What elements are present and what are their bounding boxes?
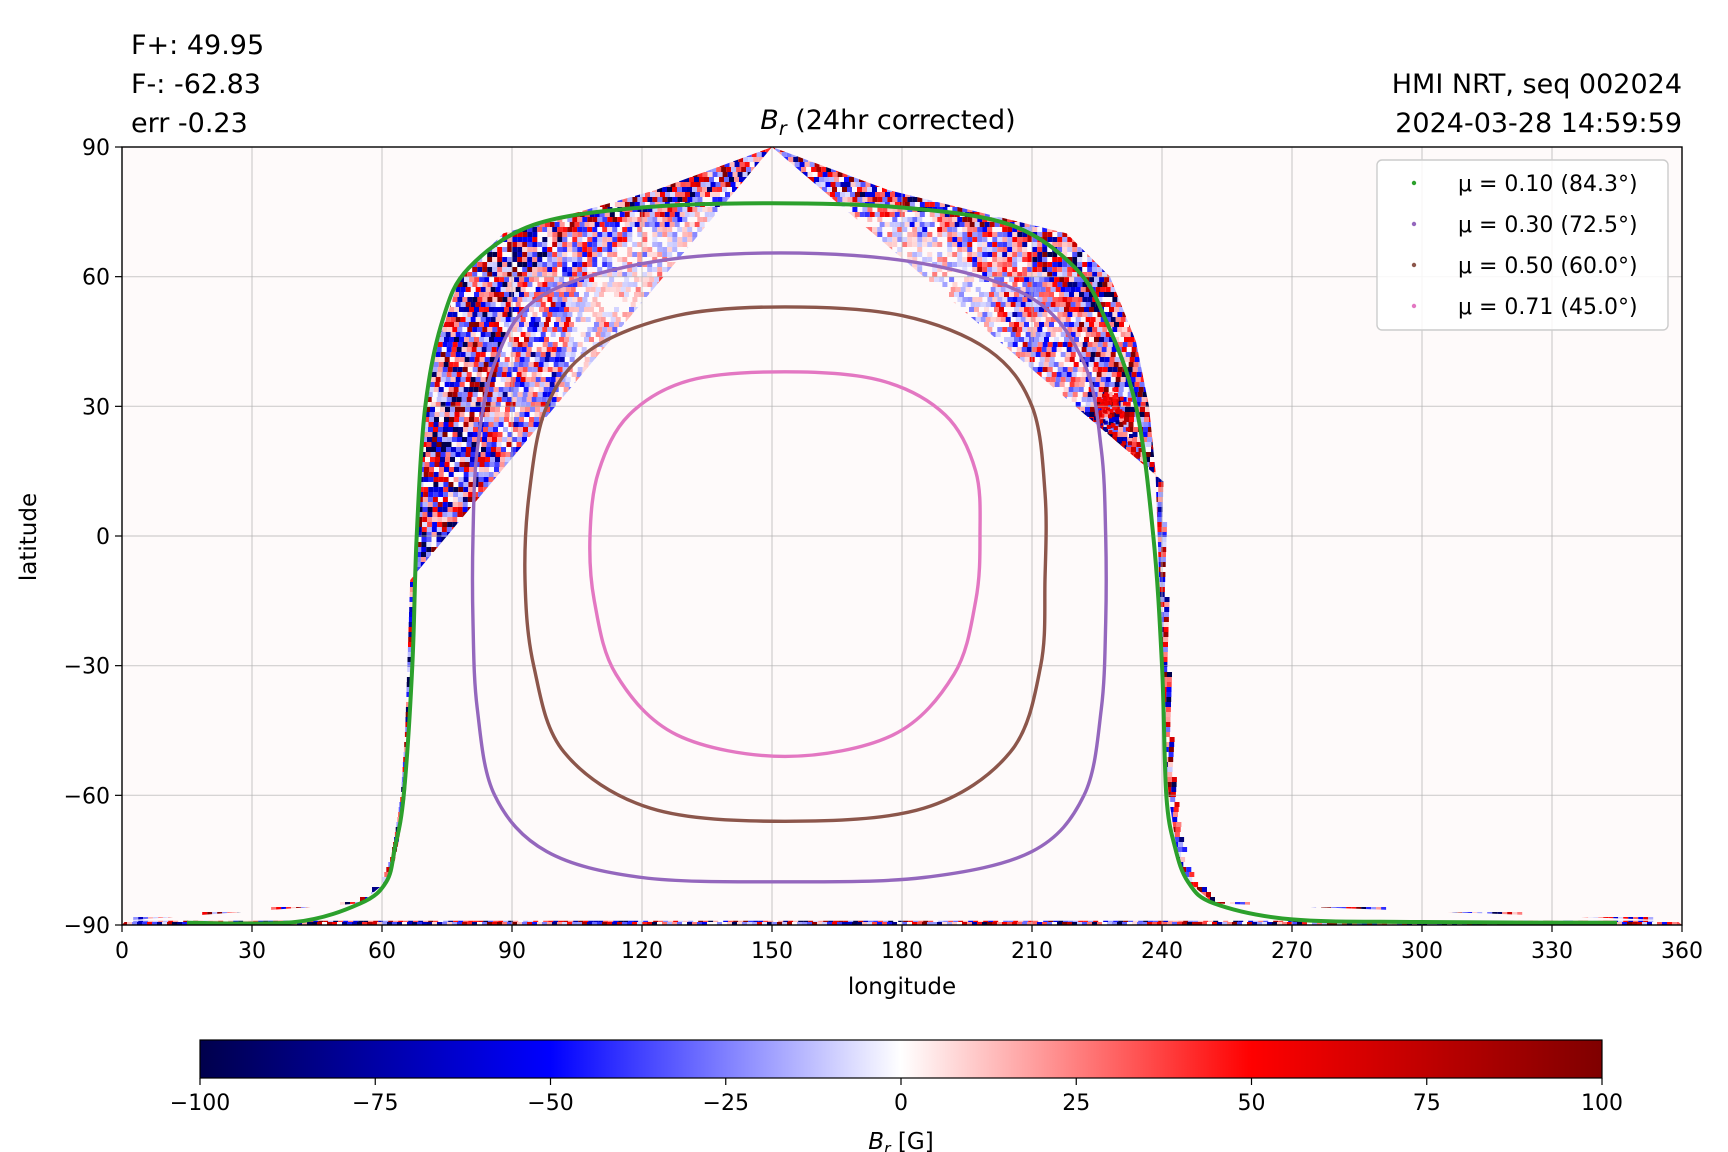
flux-negative-text: F-: -62.83 xyxy=(131,69,261,100)
legend-marker xyxy=(1411,262,1417,268)
legend-marker xyxy=(1411,221,1417,227)
flux-positive-text: F+: 49.95 xyxy=(131,30,265,61)
legend-label: μ = 0.30 (72.5°) xyxy=(1458,213,1638,238)
x-tick-label: 150 xyxy=(751,939,793,964)
grid xyxy=(122,147,1682,925)
colorbar-tick-label: −50 xyxy=(527,1091,573,1116)
colorbar: −100 −75 −50 −25 0 25 50 75 100 Br [G] xyxy=(170,1039,1623,1152)
legend: μ = 0.10 (84.3°) μ = 0.30 (72.5°) μ = 0.50… xyxy=(1376,159,1669,331)
timestamp-text: 2024-03-28 14:59:59 xyxy=(1395,108,1682,139)
colorbar-tick-label: 75 xyxy=(1413,1091,1441,1116)
colorbar-tick-label: −75 xyxy=(352,1091,398,1116)
x-tick-label: 240 xyxy=(1141,939,1183,964)
y-axis-label: latitude xyxy=(16,493,42,581)
x-tick-label: 90 xyxy=(498,939,526,964)
legend-label: μ = 0.50 (60.0°) xyxy=(1458,254,1638,279)
legend-marker xyxy=(1411,303,1417,309)
instrument-text: HMI NRT, seq 002024 xyxy=(1391,69,1682,100)
x-tick-label: 120 xyxy=(621,939,663,964)
error-text: err -0.23 xyxy=(131,108,248,139)
mu-contours xyxy=(186,201,1618,925)
x-tick-label: 330 xyxy=(1531,939,1573,964)
contour-mu-0.10 xyxy=(186,201,1618,925)
legend-frame xyxy=(1376,159,1669,331)
legend-label: μ = 0.71 (45.0°) xyxy=(1458,295,1638,320)
colorbar-label-unit: [G] xyxy=(891,1129,934,1152)
colorbar-tick-label: −100 xyxy=(170,1091,230,1116)
y-tick-label: 60 xyxy=(82,266,110,291)
colorbar-label-symbol: B xyxy=(868,1129,884,1152)
x-tick-label: 270 xyxy=(1271,939,1313,964)
y-tick-label: 30 xyxy=(82,395,110,420)
colorbar-tick-label: 0 xyxy=(894,1091,908,1116)
colorbar-label-subscript: r xyxy=(884,1139,892,1152)
x-axis-label: longitude xyxy=(848,974,956,1000)
title-rest: (24hr corrected) xyxy=(787,105,1016,136)
y-tick-label: −90 xyxy=(64,914,110,939)
colorbar-tick-label: 50 xyxy=(1238,1091,1266,1116)
x-tick-label: 180 xyxy=(881,939,923,964)
colorbar-tick-label: 25 xyxy=(1062,1091,1090,1116)
y-tick-label: −30 xyxy=(64,655,110,680)
contour-mu-0.30 xyxy=(470,251,1108,884)
title-subscript: r xyxy=(779,118,788,140)
y-ticks: −90 −60 −30 0 30 60 90 xyxy=(64,136,122,939)
y-tick-label: 90 xyxy=(82,136,110,161)
legend-label: μ = 0.10 (84.3°) xyxy=(1458,172,1638,197)
legend-marker xyxy=(1411,180,1417,186)
contour-mu-0.50 xyxy=(523,305,1048,823)
colorbar-label: Br [G] xyxy=(868,1129,933,1152)
x-tick-label: 30 xyxy=(238,939,266,964)
x-tick-label: 0 xyxy=(115,939,129,964)
x-tick-label: 60 xyxy=(368,939,396,964)
contour-mu-0.71 xyxy=(588,370,982,759)
colorbar-tick-label: −25 xyxy=(703,1091,749,1116)
x-tick-label: 360 xyxy=(1661,939,1703,964)
title-symbol: B xyxy=(760,105,779,136)
colorbar-gradient xyxy=(199,1039,1603,1079)
chart-title: Br (24hr corrected) xyxy=(760,105,1015,140)
y-tick-label: −60 xyxy=(64,784,110,809)
x-ticks: 0 30 60 90 120 150 180 210 240 270 300 330 360 xyxy=(115,925,1703,964)
x-tick-label: 300 xyxy=(1401,939,1443,964)
colorbar-tick-label: 100 xyxy=(1581,1091,1623,1116)
x-tick-label: 210 xyxy=(1011,939,1053,964)
y-tick-label: 0 xyxy=(96,525,110,550)
